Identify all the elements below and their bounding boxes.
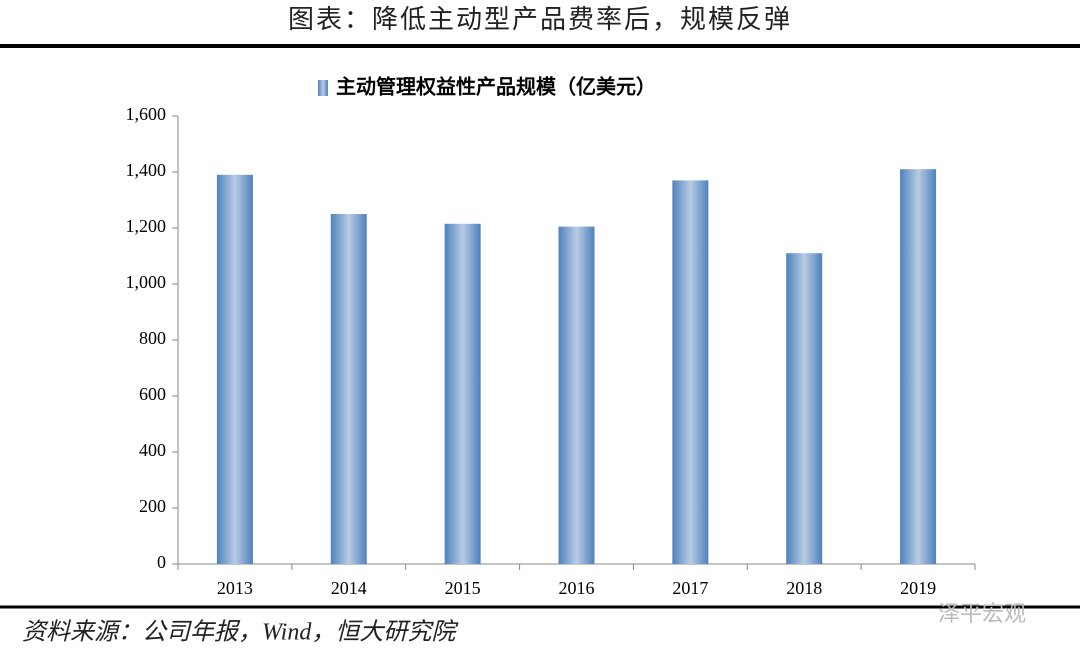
y-tick-label: 1,600 [126,104,167,124]
watermark: 泽平宏观 [938,601,1026,626]
bar [900,169,937,564]
legend-label: 主动管理权益性产品规模（亿美元） [336,75,656,99]
y-tick-label: 0 [157,552,166,572]
y-tick-label: 800 [139,328,166,348]
bar [558,226,595,564]
y-tick-label: 1,200 [126,216,167,236]
x-tick-label: 2015 [445,578,481,598]
y-tick-label: 400 [139,440,166,460]
y-tick-label: 200 [139,496,166,516]
legend-swatch [318,80,328,96]
bar [444,223,481,565]
x-tick-label: 2016 [559,578,595,598]
bar [330,214,367,564]
x-tick-label: 2014 [331,578,367,598]
bar [216,174,253,565]
bar [786,253,823,564]
x-tick-label: 2017 [672,578,708,598]
source-note: 资料来源：公司年报，Wind，恒大研究院 [22,619,459,646]
y-tick-label: 1,400 [126,160,167,180]
y-tick-label: 600 [139,384,166,404]
x-tick-label: 2018 [786,578,822,598]
y-tick-label: 1,000 [126,272,167,292]
x-tick-label: 2013 [217,578,253,598]
bar [672,180,709,564]
x-tick-label: 2019 [900,578,936,598]
figure-title: 图表：降低主动型产品费率后，规模反弹 [288,5,792,34]
